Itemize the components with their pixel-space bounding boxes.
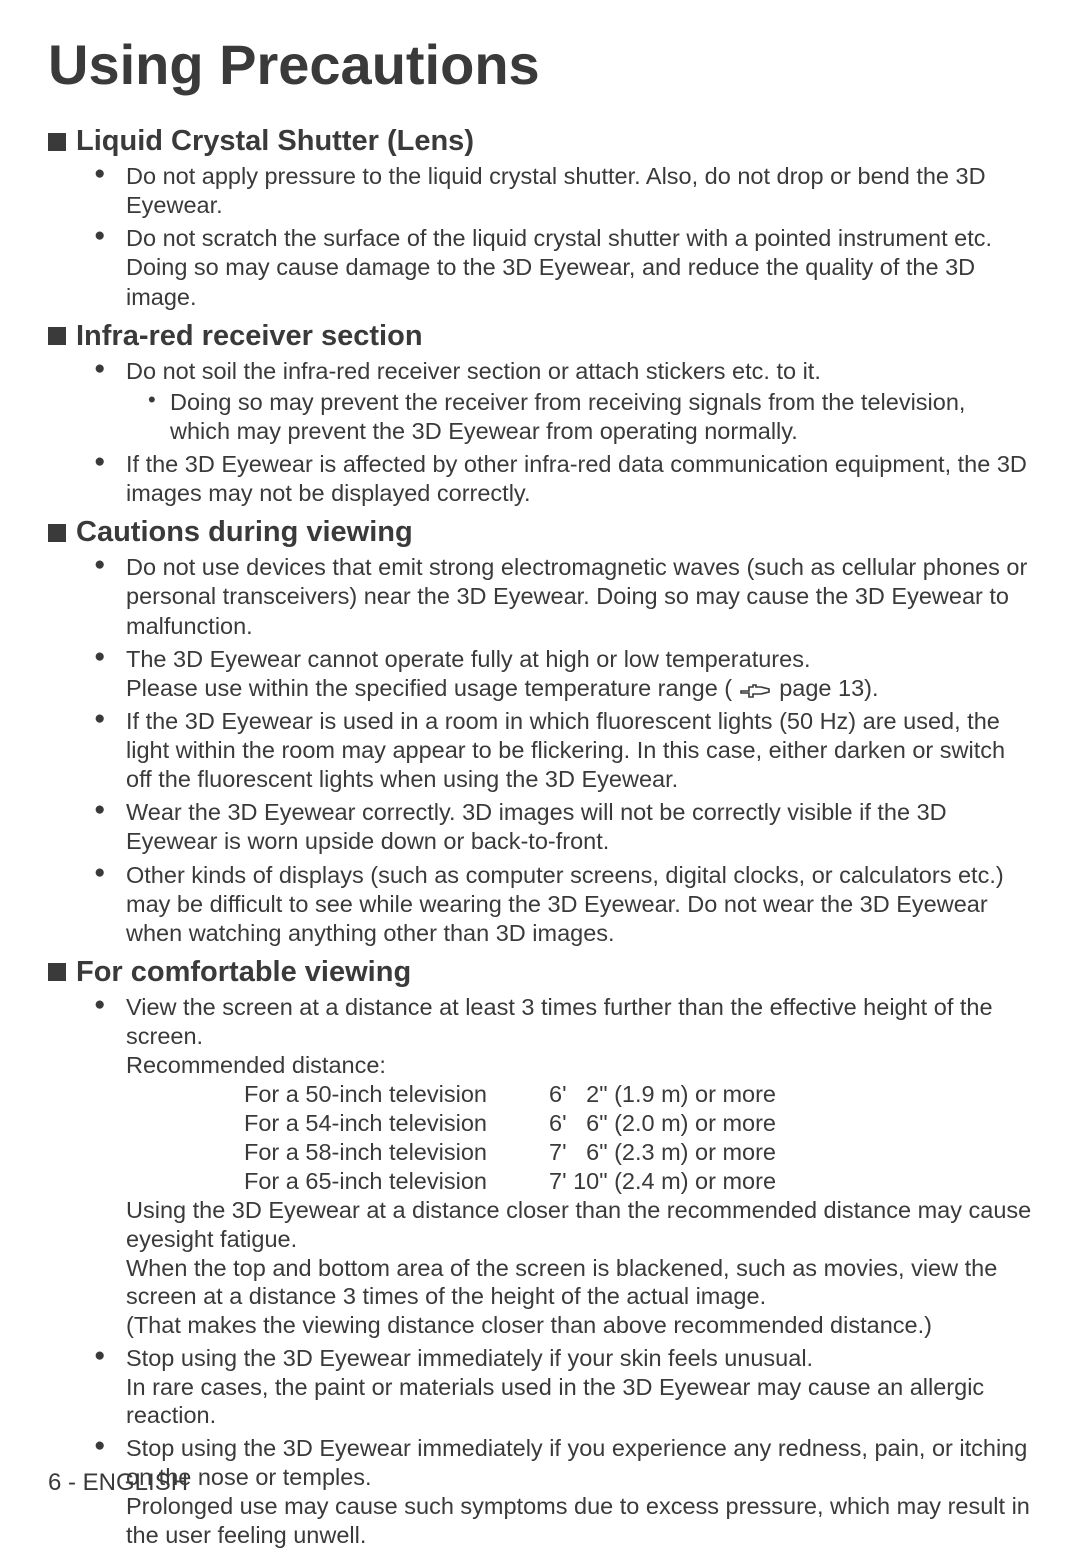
distance-table: For a 50-inch television6' 2" (1.9 m) or… <box>244 1080 1032 1197</box>
list-item-text: If the 3D Eyewear is used in a room in w… <box>126 708 1005 792</box>
sections-container: Liquid Crystal Shutter (Lens) Do not appl… <box>48 125 1032 1550</box>
distance-value: 7' 10" (2.4 m) or more <box>549 1167 776 1196</box>
list-item: Stop using the 3D Eyewear immediately if… <box>94 1344 1032 1430</box>
table-row: For a 58-inch television7' 6" (2.3 m) or… <box>244 1138 1032 1167</box>
distance-value: 6' 2" (1.9 m) or more <box>549 1080 776 1109</box>
square-bullet-icon <box>48 524 66 542</box>
list-item-paragraph: Prolonged use may cause such symptoms du… <box>126 1492 1032 1549</box>
list-item-text: Do not soil the infra-red receiver secti… <box>126 358 821 384</box>
sub-bullet-list: Doing so may prevent the receiver from r… <box>126 388 1032 446</box>
square-bullet-icon <box>48 133 66 151</box>
distance-label: For a 50-inch television <box>244 1080 549 1109</box>
list-item: Wear the 3D Eyewear correctly. 3D images… <box>94 798 1032 856</box>
section-title: Infra-red receiver section <box>76 320 423 353</box>
bullet-list: Do not soil the infra-red receiver secti… <box>48 357 1032 509</box>
list-item: View the screen at a distance at least 3… <box>94 993 1032 1340</box>
square-bullet-icon <box>48 327 66 345</box>
list-item-text: Stop using the 3D Eyewear immediately if… <box>126 1345 813 1371</box>
section-heading: Cautions during viewing <box>48 516 1032 549</box>
list-item-paragraph: Using the 3D Eyewear at a distance close… <box>126 1196 1032 1253</box>
square-bullet-icon <box>48 963 66 981</box>
list-item: If the 3D Eyewear is affected by other i… <box>94 450 1032 508</box>
list-item: Do not use devices that emit strong elec… <box>94 553 1032 640</box>
table-row: For a 65-inch television7' 10" (2.4 m) o… <box>244 1167 1032 1196</box>
table-row: For a 54-inch television6' 6" (2.0 m) or… <box>244 1109 1032 1138</box>
list-item: Do not apply pressure to the liquid crys… <box>94 162 1032 220</box>
list-item-continuation: Please use within the specified usage te… <box>126 675 879 701</box>
list-item: Other kinds of displays (such as compute… <box>94 861 1032 948</box>
bullet-list: Do not apply pressure to the liquid crys… <box>48 162 1032 312</box>
list-item-text: Stop using the 3D Eyewear immediately if… <box>126 1435 1027 1490</box>
page-footer: 6 - ENGLISH <box>48 1469 188 1497</box>
list-item: The 3D Eyewear cannot operate fully at h… <box>94 645 1032 703</box>
list-item-text: View the screen at a distance at least 3… <box>126 994 993 1049</box>
list-item: Do not soil the infra-red receiver secti… <box>94 357 1032 446</box>
list-item-text: Wear the 3D Eyewear correctly. 3D images… <box>126 799 947 854</box>
distance-label: For a 65-inch television <box>244 1167 549 1196</box>
section-title: Liquid Crystal Shutter (Lens) <box>76 125 474 158</box>
section-heading: Infra-red receiver section <box>48 320 1032 353</box>
document-page: Using Precautions Liquid Crystal Shutter… <box>0 0 1080 1535</box>
page-title: Using Precautions <box>48 32 1032 97</box>
list-item: Do not scratch the surface of the liquid… <box>94 224 1032 311</box>
list-item-text: The 3D Eyewear cannot operate fully at h… <box>126 646 810 672</box>
section-title: For comfortable viewing <box>76 956 411 989</box>
list-item-text: Other kinds of displays (such as compute… <box>126 862 1004 946</box>
list-item-paragraph: (That makes the viewing distance closer … <box>126 1311 1032 1340</box>
list-item: Stop using the 3D Eyewear immediately if… <box>94 1434 1032 1550</box>
distance-value: 7' 6" (2.3 m) or more <box>549 1138 776 1167</box>
sub-list-item: Doing so may prevent the receiver from r… <box>148 388 1032 446</box>
section-heading: Liquid Crystal Shutter (Lens) <box>48 125 1032 158</box>
pointer-hand-icon <box>739 679 773 699</box>
section-heading: For comfortable viewing <box>48 956 1032 989</box>
table-row: For a 50-inch television6' 2" (1.9 m) or… <box>244 1080 1032 1109</box>
bullet-list: Do not use devices that emit strong elec… <box>48 553 1032 948</box>
distance-value: 6' 6" (2.0 m) or more <box>549 1109 776 1138</box>
list-item-text: If the 3D Eyewear is affected by other i… <box>126 451 1027 506</box>
list-item-text: Do not use devices that emit strong elec… <box>126 554 1027 638</box>
list-item-paragraph: In rare cases, the paint or materials us… <box>126 1373 1032 1430</box>
bullet-list: View the screen at a distance at least 3… <box>48 993 1032 1550</box>
list-item: If the 3D Eyewear is used in a room in w… <box>94 707 1032 794</box>
list-item-paragraph: When the top and bottom area of the scre… <box>126 1254 1032 1311</box>
list-item-text: Do not apply pressure to the liquid crys… <box>126 163 986 218</box>
list-item-text: Do not scratch the surface of the liquid… <box>126 225 992 309</box>
distance-label: For a 54-inch television <box>244 1109 549 1138</box>
distance-label: For a 58-inch television <box>244 1138 549 1167</box>
list-item-paragraph: Recommended distance: <box>126 1051 1032 1080</box>
section-title: Cautions during viewing <box>76 516 413 549</box>
